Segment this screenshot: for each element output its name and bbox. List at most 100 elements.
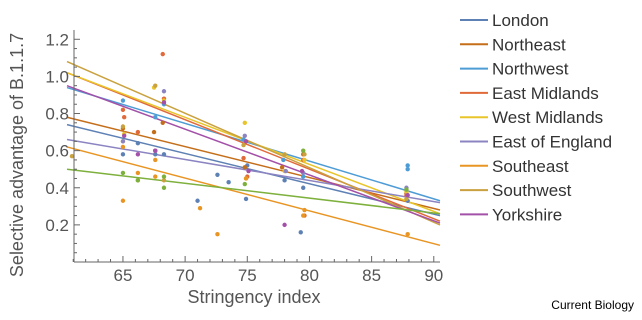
data-point-southeast: [120, 198, 126, 203]
data-point-east-midlands: [121, 115, 127, 120]
legend-label: Northeast: [492, 35, 566, 54]
data-point-southwest: [153, 83, 158, 88]
data-point-london: [120, 152, 126, 157]
data-point-southeast: [135, 170, 141, 176]
data-point-yorkshire: [246, 168, 251, 174]
y-tick-label: 0.2: [45, 216, 69, 235]
legend-label: Yorkshire: [492, 205, 562, 224]
data-point-extra: [161, 185, 167, 190]
data-point-london: [301, 185, 306, 190]
data-point-extra: [161, 174, 167, 179]
data-point-extra: [135, 178, 141, 183]
data-points: [69, 51, 410, 237]
data-point-southeast: [153, 174, 158, 179]
data-point-london: [282, 178, 287, 183]
x-tick-label: 90: [424, 266, 443, 285]
data-point-extra: [242, 181, 247, 187]
fit-line-southwest: [66, 60, 441, 226]
fit-lines: [66, 60, 441, 247]
y-tick-label: 0.4: [45, 179, 69, 198]
data-point-southeast: [405, 231, 410, 237]
data-point-london: [153, 152, 158, 157]
data-point-northwest: [405, 167, 410, 172]
data-point-southwest: [241, 142, 246, 148]
legend: London Northeast Northwest East Midlands Wes…: [460, 11, 612, 224]
data-point-east-midlands: [160, 51, 165, 57]
data-point-london: [161, 152, 167, 157]
data-point-yorkshire: [243, 139, 249, 144]
legend-label: Northwest: [492, 60, 569, 79]
fit-line-northwest: [66, 86, 441, 202]
data-point-london: [195, 198, 200, 203]
data-point-yorkshire: [121, 133, 127, 138]
data-point-east-midlands: [241, 155, 246, 161]
data-point-east-midlands: [120, 107, 126, 113]
data-point-northeast: [279, 165, 285, 170]
x-tick-label: 70: [176, 266, 195, 285]
data-point-northeast: [151, 129, 157, 135]
data-point-northwest: [120, 98, 126, 103]
data-point-southeast: [301, 213, 306, 218]
data-point-northwest: [301, 174, 306, 179]
data-point-yorkshire: [405, 192, 410, 198]
data-point-london: [226, 179, 231, 185]
data-point-london: [135, 141, 141, 146]
data-point-southeast: [153, 157, 158, 163]
data-point-southwest: [404, 196, 409, 202]
data-point-southwest: [302, 152, 307, 157]
data-point-extra: [404, 187, 409, 192]
data-point-extra: [120, 170, 126, 176]
data-point-yorkshire: [135, 152, 141, 157]
legend-label: London: [492, 11, 549, 30]
legend-label: East of England: [492, 133, 612, 152]
data-point-yorkshire: [282, 222, 287, 228]
data-point-yorkshire: [299, 168, 305, 174]
y-tick-label: 0.6: [45, 142, 69, 161]
y-axis-title: Selective advantage of B.1.1.7: [7, 33, 27, 277]
data-point-west-midlands: [302, 157, 307, 163]
x-tick-label: 65: [113, 266, 132, 285]
data-point-london: [215, 172, 220, 177]
y-tick-label: 1.0: [45, 67, 69, 86]
data-point-southwest: [161, 178, 167, 183]
x-tick-label: 85: [362, 266, 381, 285]
fit-line-east-midlands: [66, 71, 441, 222]
fit-line-southeast: [66, 146, 441, 247]
fit-line-northeast: [66, 116, 441, 211]
data-point-london: [298, 230, 303, 235]
data-point-southeast: [215, 231, 220, 237]
data-point-northwest: [405, 163, 410, 168]
legend-label: Southwest: [492, 181, 572, 200]
data-point-northwest: [281, 157, 286, 163]
data-point-southeast: [197, 205, 203, 211]
fit-line-east-of-england: [66, 138, 441, 204]
data-point-northeast: [242, 165, 247, 170]
data-point-southeast: [243, 176, 249, 181]
data-point-yorkshire: [153, 148, 158, 153]
legend-label: West Midlands: [492, 108, 603, 127]
x-tick-label: 75: [238, 266, 257, 285]
data-point-east-of-england: [161, 89, 167, 94]
fit-line-yorkshire: [66, 84, 441, 224]
y-tick-label: 0.8: [45, 105, 69, 124]
axes: 65 70 75 80 85 90 0.2 0.4 0.6 0.8 1.0 1.2: [45, 30, 443, 285]
x-axis-title: Stringency index: [187, 287, 320, 307]
legend-label: Southeast: [492, 157, 569, 176]
data-point-southwest: [120, 124, 126, 129]
data-point-east-of-england: [120, 139, 126, 144]
data-point-east-midlands: [135, 129, 141, 135]
y-tick-label: 1.2: [45, 30, 69, 49]
x-tick-label: 80: [300, 266, 319, 285]
data-point-east-of-england: [283, 168, 289, 174]
data-point-southeast: [120, 144, 126, 150]
legend-label: East Midlands: [492, 84, 599, 103]
journal-credit: Current Biology: [551, 298, 634, 312]
data-point-northwest: [153, 115, 158, 120]
data-point-east-of-england: [242, 133, 247, 138]
data-point-northeast: [160, 120, 165, 126]
data-point-west-midlands: [242, 120, 247, 126]
data-point-southeast: [302, 207, 307, 213]
data-point-southwest: [282, 152, 287, 157]
data-point-extra: [301, 148, 306, 153]
